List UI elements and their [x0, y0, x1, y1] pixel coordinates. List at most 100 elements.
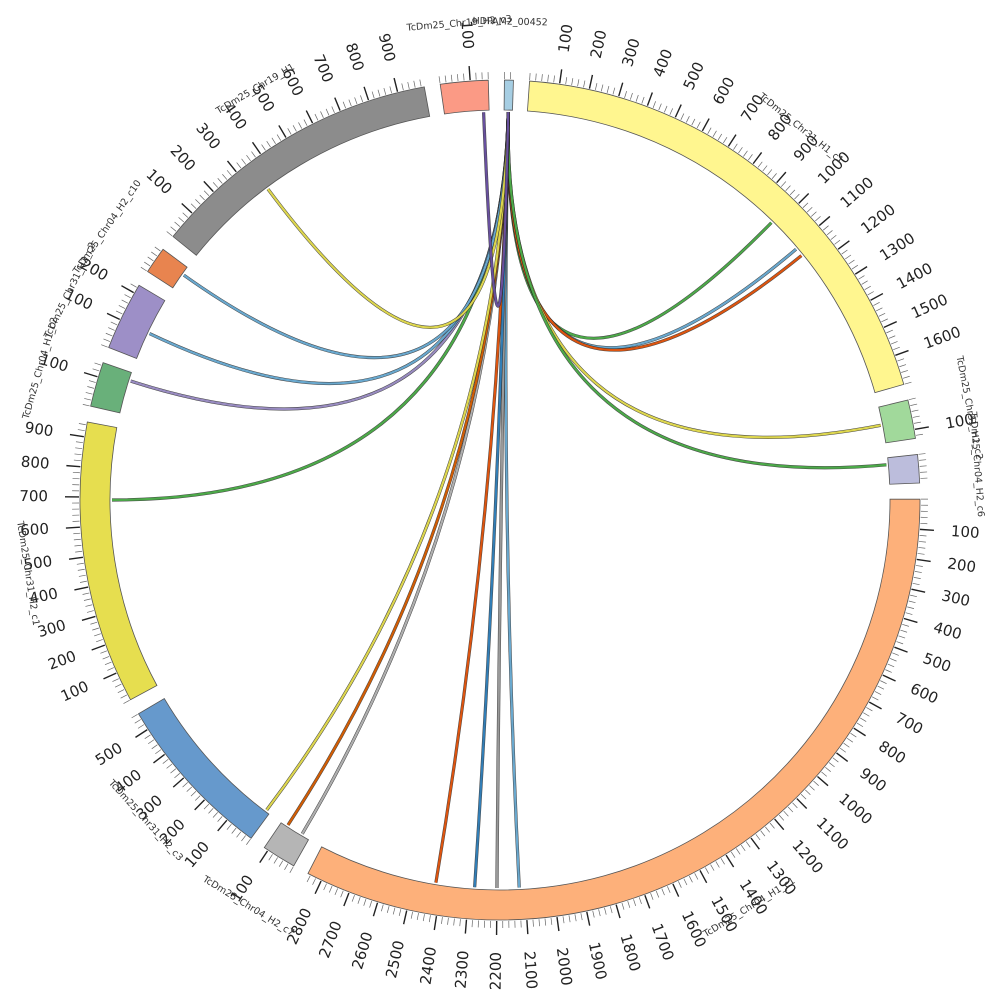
tick-label: 600	[20, 520, 50, 540]
major-tick	[618, 82, 624, 97]
minor-tick	[441, 916, 443, 925]
link-9	[301, 112, 510, 835]
minor-tick	[354, 97, 358, 105]
minor-tick	[821, 771, 827, 777]
minor-tick	[144, 734, 151, 739]
minor-tick	[463, 73, 465, 81]
minor-tick	[912, 415, 920, 418]
minor-tick	[919, 459, 927, 461]
minor-tick	[410, 911, 413, 919]
tick-label: 2300	[451, 950, 472, 989]
major-tick	[725, 854, 735, 868]
link-outline	[286, 112, 510, 826]
major-tick	[68, 556, 84, 560]
minor-tick	[892, 652, 899, 656]
minor-tick	[447, 917, 449, 925]
major-tick	[674, 104, 682, 118]
major-tick	[181, 202, 193, 214]
link-outline	[265, 112, 510, 811]
minor-tick	[383, 87, 387, 95]
minor-tick	[800, 794, 807, 800]
minor-tick	[284, 863, 289, 870]
major-tick	[106, 312, 120, 321]
tick-label: 200	[46, 647, 79, 674]
minor-tick	[535, 73, 537, 81]
minor-tick	[363, 898, 367, 906]
tick-label: 2500	[382, 939, 408, 980]
tick-label: 500	[920, 649, 953, 676]
minor-tick	[73, 538, 81, 541]
minor-tick	[845, 254, 852, 260]
minor-tick	[246, 838, 251, 845]
minor-tick	[893, 346, 900, 351]
minor-tick	[778, 814, 785, 821]
tick-label: 1100	[837, 173, 878, 212]
minor-tick	[650, 893, 654, 900]
tick-label: 1200	[857, 200, 898, 237]
minor-tick	[241, 158, 247, 165]
minor-tick	[351, 894, 355, 902]
minor-tick	[203, 190, 210, 197]
link-17	[482, 112, 510, 307]
minor-tick	[919, 465, 927, 467]
segment-label: TcDm25_Chr04_H2_c10	[71, 178, 144, 277]
minor-tick	[915, 433, 923, 436]
minor-tick	[680, 113, 685, 120]
minor-tick	[886, 329, 893, 334]
minor-tick	[911, 409, 919, 412]
major-tick	[701, 118, 710, 132]
minor-tick	[76, 562, 84, 565]
minor-tick	[789, 189, 796, 196]
tick-label: 400	[931, 618, 964, 643]
major-tick	[776, 171, 787, 184]
minor-tick	[151, 744, 158, 750]
minor-tick	[748, 154, 753, 161]
minor-tick	[320, 111, 324, 118]
major-tick	[894, 646, 908, 653]
major-tick	[69, 433, 84, 438]
tick-label: 2100	[520, 950, 540, 989]
tick-label: 1800	[617, 932, 645, 974]
minor-tick	[107, 667, 114, 671]
minor-tick	[102, 656, 110, 660]
major-tick	[259, 850, 269, 864]
major-tick	[305, 110, 314, 124]
link-outline	[506, 112, 803, 352]
minor-tick	[811, 211, 817, 217]
link-11	[265, 112, 510, 811]
minor-tick	[802, 202, 809, 208]
minor-tick	[876, 307, 883, 312]
minor-tick	[334, 888, 338, 896]
major-tick	[919, 528, 934, 532]
tick-label: 700	[310, 52, 338, 85]
minor-tick	[401, 83, 404, 91]
minor-tick	[538, 919, 540, 927]
minor-tick	[815, 216, 821, 222]
minor-tick	[84, 398, 92, 401]
minor-tick	[738, 147, 743, 154]
minor-tick	[595, 83, 598, 91]
tick-label: 1700	[648, 921, 678, 963]
minor-tick	[73, 459, 81, 462]
major-tick	[853, 727, 866, 737]
minor-tick	[182, 212, 189, 218]
minor-tick	[606, 85, 610, 93]
minor-tick	[450, 74, 453, 82]
major-tick	[615, 904, 621, 919]
tick-label: 300	[192, 119, 224, 153]
minor-tick	[907, 606, 915, 609]
minor-tick	[813, 780, 819, 786]
minor-tick	[890, 341, 898, 345]
tick-label: 700	[19, 487, 48, 505]
minor-tick	[231, 827, 237, 834]
major-tick	[103, 672, 117, 680]
minor-tick	[908, 600, 916, 604]
minor-tick	[246, 154, 251, 162]
minor-tick	[839, 747, 846, 753]
minor-tick	[658, 103, 662, 111]
minor-tick	[357, 897, 361, 904]
minor-tick	[912, 582, 920, 586]
link-1	[506, 112, 797, 349]
minor-tick	[241, 835, 246, 842]
major-tick	[818, 215, 831, 227]
